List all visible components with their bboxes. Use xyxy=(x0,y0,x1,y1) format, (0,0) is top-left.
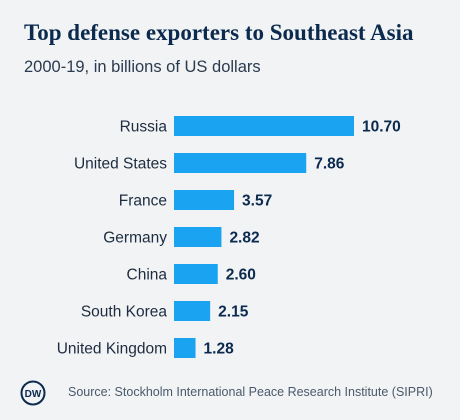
bar xyxy=(174,153,307,173)
category-label: China xyxy=(127,267,168,284)
value-label: 2.15 xyxy=(218,304,249,321)
bar xyxy=(174,338,196,358)
bar xyxy=(174,190,235,210)
footer: DW Source: Stockholm International Peace… xyxy=(20,380,440,406)
bar xyxy=(174,301,211,321)
value-label: 7.86 xyxy=(314,156,345,173)
bar xyxy=(174,264,218,284)
category-label: Russia xyxy=(120,119,168,136)
category-label: United Kingdom xyxy=(57,341,167,358)
dw-logo-icon: DW xyxy=(20,380,46,406)
category-label: South Korea xyxy=(81,304,168,321)
value-label: 2.60 xyxy=(226,267,256,284)
bar xyxy=(174,227,222,247)
chart-subtitle: 2000-19, in billions of US dollars xyxy=(24,58,261,76)
category-label: France xyxy=(119,193,167,210)
category-label: United States xyxy=(74,156,167,173)
svg-text:DW: DW xyxy=(25,389,42,400)
category-label: Germany xyxy=(103,230,167,247)
value-label: 2.82 xyxy=(229,230,259,247)
value-label: 3.57 xyxy=(242,193,272,210)
bar-chart: Russia 10.70 United States 7.86 France 3.57 Ge… xyxy=(57,116,401,358)
source-note: Source: Stockholm International Peace Re… xyxy=(68,385,433,399)
value-label: 1.28 xyxy=(204,341,235,358)
value-label: 10.70 xyxy=(362,119,401,136)
chart-title: Top defense exporters to Southeast Asia xyxy=(24,20,414,45)
bar xyxy=(174,116,354,136)
